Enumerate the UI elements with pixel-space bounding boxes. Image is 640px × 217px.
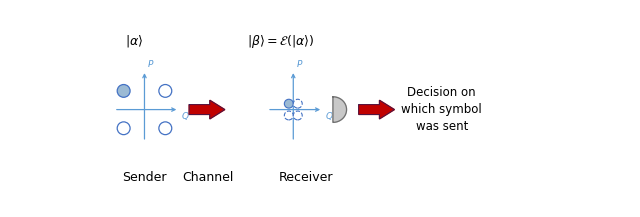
Text: $P$: $P$ [147, 58, 154, 69]
Polygon shape [189, 100, 225, 119]
Text: Decision on
which symbol
was sent: Decision on which symbol was sent [401, 86, 482, 133]
Text: $|\beta\rangle = \mathcal{E}(|\alpha\rangle)$: $|\beta\rangle = \mathcal{E}(|\alpha\ran… [247, 33, 314, 50]
Text: $Q$: $Q$ [181, 110, 190, 122]
Text: $|\alpha\rangle$: $|\alpha\rangle$ [125, 33, 143, 49]
Text: Sender: Sender [122, 171, 167, 184]
Circle shape [159, 84, 172, 97]
Text: $Q$: $Q$ [325, 110, 333, 122]
Circle shape [284, 99, 293, 108]
Text: Receiver: Receiver [278, 171, 333, 184]
Circle shape [159, 122, 172, 135]
Text: $P$: $P$ [296, 58, 303, 69]
Polygon shape [333, 97, 346, 122]
Circle shape [117, 84, 130, 97]
Circle shape [117, 122, 130, 135]
Polygon shape [359, 100, 394, 119]
Circle shape [293, 111, 302, 120]
Text: Channel: Channel [182, 171, 234, 184]
Circle shape [284, 111, 293, 120]
Circle shape [293, 99, 302, 108]
